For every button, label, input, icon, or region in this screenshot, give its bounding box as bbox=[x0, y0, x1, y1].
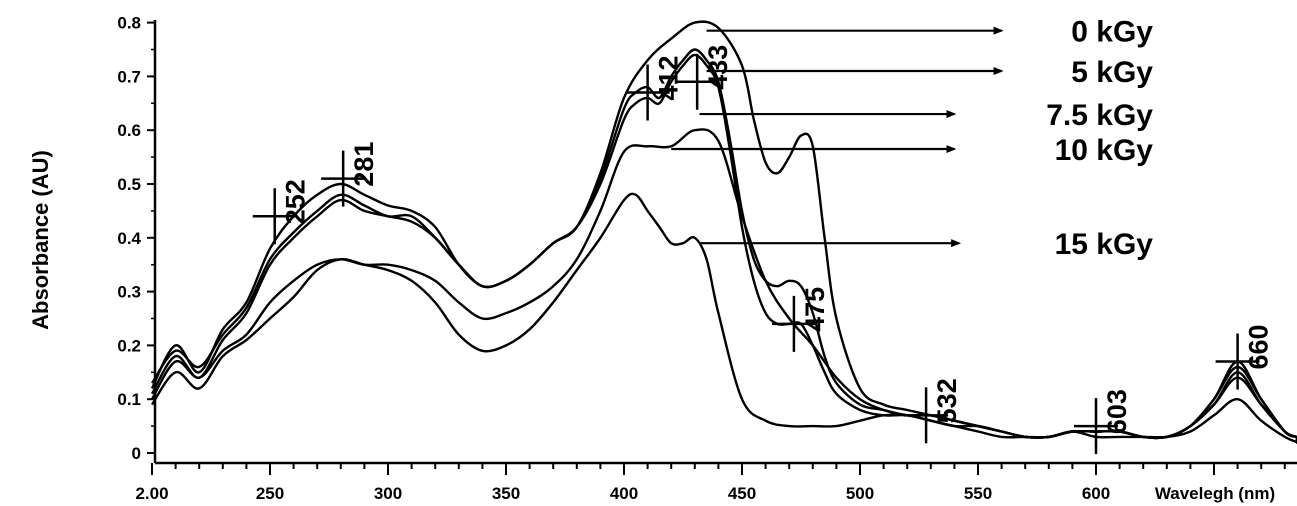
y-tick-label: 0 bbox=[132, 444, 141, 463]
x-tick-label: 600 bbox=[1082, 484, 1110, 503]
y-tick-label: 0.5 bbox=[117, 175, 141, 194]
legend-label: 7.5 kGy bbox=[1046, 99, 1153, 132]
x-tick-label: 350 bbox=[492, 484, 520, 503]
y-tick-label: 0.8 bbox=[117, 14, 141, 33]
peak-label: 281 bbox=[349, 142, 379, 187]
series-line-4 bbox=[151, 192, 1297, 444]
x-tick-label: 550 bbox=[964, 484, 992, 503]
x-tick-label: 400 bbox=[610, 484, 638, 503]
y-tick-label: 0.1 bbox=[117, 390, 141, 409]
y-tick-label: 0.4 bbox=[117, 229, 141, 248]
legend-label: 10 kGy bbox=[1055, 134, 1154, 167]
x-tick-label: 300 bbox=[374, 484, 402, 503]
peak-label: 433 bbox=[703, 45, 733, 90]
y-tick-label: 0.7 bbox=[117, 67, 141, 86]
y-tick-label: 0.2 bbox=[117, 336, 141, 355]
peak-label: 603 bbox=[1102, 389, 1132, 434]
peak-label: 532 bbox=[932, 378, 962, 423]
legend-label: 0 kGy bbox=[1071, 16, 1153, 49]
y-axis-title: Absorbance (AU) bbox=[28, 150, 53, 330]
x-tick-label: 2.00 bbox=[135, 484, 168, 503]
x-axis-title: Wavelegh (nm) bbox=[1155, 484, 1275, 503]
peak-label: 660 bbox=[1244, 324, 1274, 369]
x-tick-label: 250 bbox=[256, 484, 284, 503]
y-tick-label: 0.6 bbox=[117, 121, 141, 140]
x-tick-label: 500 bbox=[846, 484, 874, 503]
y-tick-label: 0.3 bbox=[117, 283, 141, 302]
peak-label: 412 bbox=[654, 55, 684, 100]
legend-label: 5 kGy bbox=[1071, 56, 1153, 89]
peak-label: 475 bbox=[800, 287, 830, 332]
x-tick-label: 450 bbox=[728, 484, 756, 503]
legend-label: 15 kGy bbox=[1055, 228, 1154, 261]
peak-label: 252 bbox=[281, 179, 311, 224]
